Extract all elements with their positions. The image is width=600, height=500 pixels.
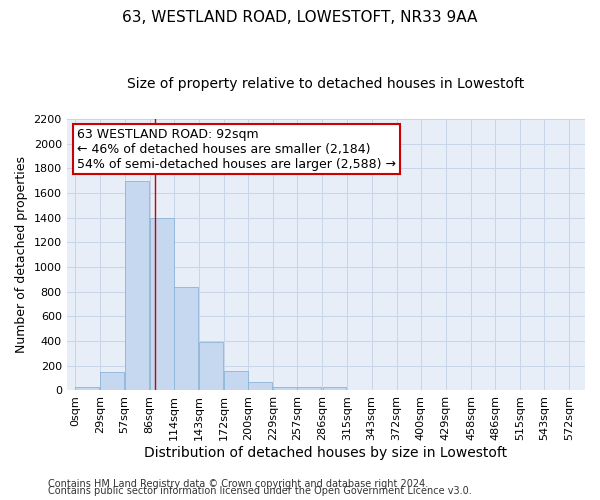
Bar <box>100 372 124 390</box>
Bar <box>323 388 346 390</box>
Bar <box>150 218 173 390</box>
Bar <box>298 388 322 390</box>
Text: Contains public sector information licensed under the Open Government Licence v3: Contains public sector information licen… <box>48 486 472 496</box>
Text: 63 WESTLAND ROAD: 92sqm
← 46% of detached houses are smaller (2,184)
54% of semi: 63 WESTLAND ROAD: 92sqm ← 46% of detache… <box>77 128 396 170</box>
Bar <box>76 387 100 390</box>
Bar <box>199 342 223 390</box>
Text: Contains HM Land Registry data © Crown copyright and database right 2024.: Contains HM Land Registry data © Crown c… <box>48 479 428 489</box>
Text: 63, WESTLAND ROAD, LOWESTOFT, NR33 9AA: 63, WESTLAND ROAD, LOWESTOFT, NR33 9AA <box>122 10 478 25</box>
Bar <box>224 370 248 390</box>
Bar <box>248 382 272 390</box>
X-axis label: Distribution of detached houses by size in Lowestoft: Distribution of detached houses by size … <box>144 446 508 460</box>
Y-axis label: Number of detached properties: Number of detached properties <box>15 156 28 354</box>
Title: Size of property relative to detached houses in Lowestoft: Size of property relative to detached ho… <box>127 78 524 92</box>
Bar <box>174 287 198 391</box>
Bar <box>125 180 149 390</box>
Bar <box>273 387 297 390</box>
